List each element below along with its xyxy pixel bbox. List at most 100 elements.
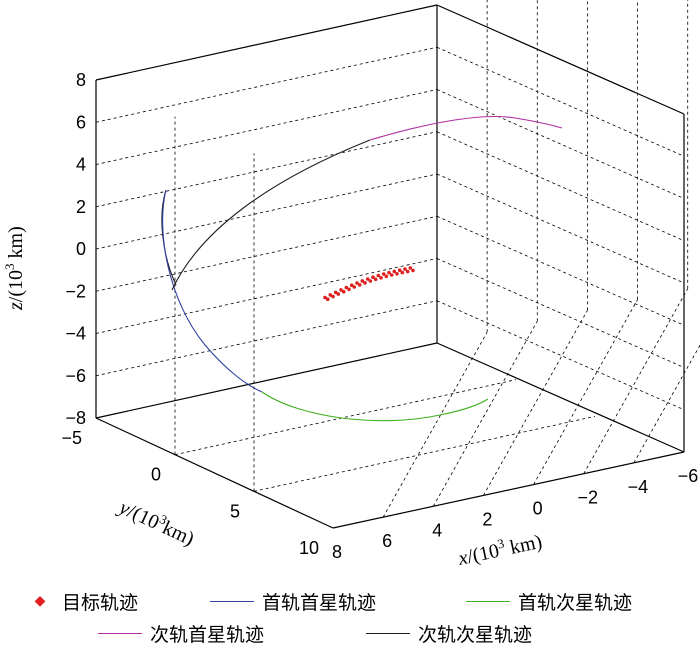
axis-label-unit: /(10 [5,270,27,302]
grid-line-x-floor [483,310,588,496]
target-point [328,293,333,297]
z-tick-label: 8 [76,70,86,90]
legend-label: 目标轨迹 [62,591,139,614]
target-point [376,273,381,278]
x-tick-label: −6 [678,466,699,486]
grid-line-x-floor [382,331,488,518]
legend-swatch [98,632,142,634]
legend-label: 次轨次星轨迹 [418,623,533,646]
target-point [336,292,341,296]
curves [161,115,563,422]
y-tick-label: 5 [230,501,240,521]
target-point [368,279,373,283]
grid-line-z-back-right [436,89,685,199]
target-point [405,269,410,274]
target-point [339,288,343,292]
grid-line-z-back-left [95,300,438,377]
axis-box-edge [95,417,334,529]
grid-line-z-back-right [436,173,685,284]
axis-label-var: x [455,547,469,571]
target-point [357,283,362,287]
grid-line-x-floor [633,344,700,464]
y-tick-label: 10 [299,538,319,558]
grid-line-z-back-left [95,173,438,250]
target-point [397,268,402,273]
tick-labels: 8 6 4 2 0 −2 −4 −6 −8 8 6 4 2 0 −2 −4 −6 −5 0 5 10 [61,70,698,562]
y-tick-label: 0 [151,465,161,485]
target-point [373,277,378,282]
grid-line-z-back-right [436,258,685,368]
axis-box-edge [436,342,685,453]
legend-row-1: ◆ 目标轨迹 首轨首星轨迹 首轨次星轨迹 [0,587,700,615]
z-tick-label: 6 [76,112,86,132]
legend-label: 次轨首星轨迹 [150,623,265,646]
target-point [341,289,346,294]
target-point [403,267,407,271]
axis-label-sup: 3 [496,536,505,552]
target-point [363,281,367,285]
grid-line-z-back-left [95,258,438,334]
grid-line-y-floor [253,415,596,492]
axis-box-edge [95,342,438,419]
z-tick-label: −2 [65,281,86,301]
axis-label-tail: km) [503,531,544,560]
x-axis-label: x/(103 km) [455,528,544,570]
axis-box-edge [332,451,685,529]
target-point [379,276,383,280]
z-tick-label: 2 [76,197,86,217]
legend-swatch [466,600,510,602]
x-tick-label: 6 [382,531,392,551]
x-tick-label: 2 [482,509,492,529]
legend-item-first-orbit-second-sat: 首轨次星轨迹 [466,587,632,615]
target-point [355,281,359,285]
axis-label-sup: 3 [2,263,17,270]
axis-label-tail: km) [5,226,27,263]
z-axis-label: z/(103 km) [2,226,27,311]
target-point [331,294,335,299]
target-point [389,273,394,277]
legend-item-first-orbit-first-sat: 首轨首星轨迹 [210,587,376,615]
z-tick-label: −8 [65,408,86,428]
target-point [347,287,351,292]
axes-box [95,4,685,529]
legend-item-second-orbit-first-sat: 次轨首星轨迹 [98,619,264,647]
grid-line-y-floor [174,379,517,456]
grid-line-z-back-left [95,215,438,292]
grid-line-z-back-right [436,46,685,157]
grid-layer [95,0,700,518]
y-tick-label: −5 [61,428,82,448]
legend-swatch [210,600,254,602]
target-point [392,269,397,274]
legend-item-second-orbit-second-sat: 次轨次星轨迹 [366,619,532,647]
legend-label: 首轨首星轨迹 [262,591,377,614]
grid-line-x-floor [432,321,538,507]
grid-line-z-back-right [436,131,685,242]
target-point [371,275,375,280]
target-point [344,285,349,290]
legend-item-target: ◆ 目标轨迹 [18,587,138,615]
target-point [411,268,415,273]
target-point [381,272,386,276]
legend-row-2: 次轨首星轨迹 次轨次星轨迹 [0,619,700,647]
target-point [360,279,365,283]
target-point [408,266,413,270]
target-point [325,297,330,302]
x-tick-label: 0 [533,499,543,519]
z-tick-label: −6 [65,366,86,386]
legend-label: 首轨次星轨迹 [518,591,633,614]
target-point [365,277,370,281]
target-point [352,285,357,289]
z-tick-label: −4 [65,324,86,344]
grid-line-z-back-left [95,46,438,123]
target-point [400,270,405,275]
series-target-dots [323,266,415,302]
x-tick-label: −4 [628,477,649,497]
target-point [323,295,327,300]
axis-box-edge [436,4,685,115]
target-point [387,270,391,275]
axis-box-edge [95,4,438,81]
grid-line-z-back-left [95,89,438,165]
y-axis-label: y/(103km) [114,493,199,550]
series-line-second-orbit-second-sat-b [171,139,371,291]
target-point [333,290,338,295]
